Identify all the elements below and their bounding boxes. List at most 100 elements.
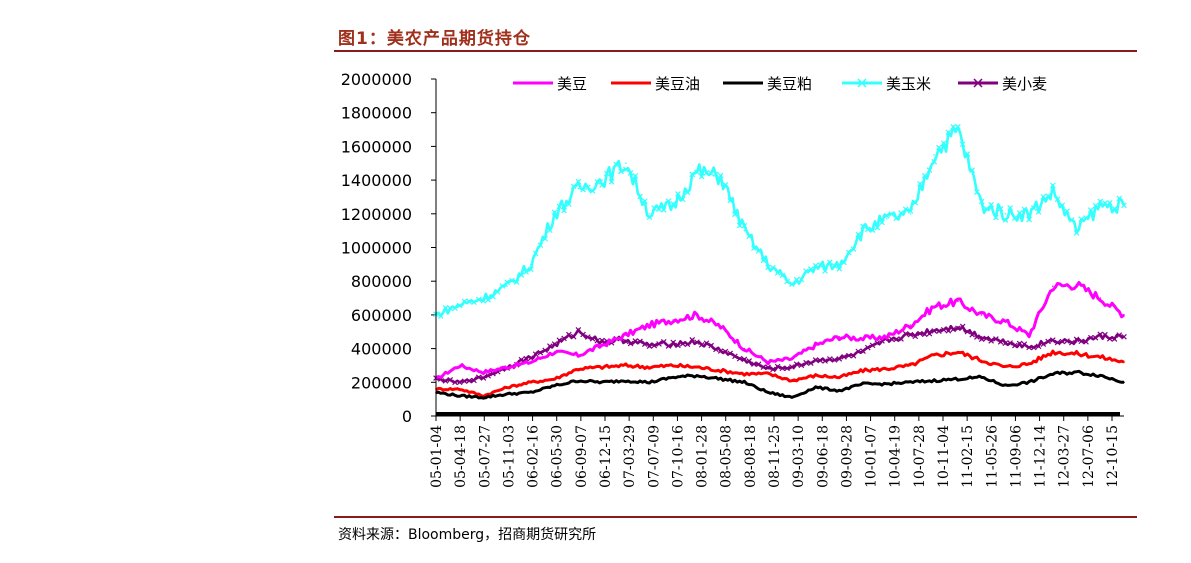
series-marker xyxy=(703,170,710,176)
data-point xyxy=(530,356,532,358)
series-marker xyxy=(679,196,686,203)
x-tick-label: 05-07-27 xyxy=(477,425,493,488)
data-point xyxy=(672,204,675,207)
data-point xyxy=(885,339,888,341)
data-point xyxy=(648,324,651,326)
series-美豆粕 xyxy=(435,369,1125,400)
series-marker xyxy=(969,167,975,173)
series-marker xyxy=(585,334,591,340)
series-marker xyxy=(983,335,990,342)
series-美豆 xyxy=(435,281,1125,380)
data-point xyxy=(791,283,793,286)
series-marker xyxy=(1031,344,1037,351)
data-point xyxy=(885,218,888,220)
x-tick-label: 11-12-14 xyxy=(1033,425,1049,488)
series-line xyxy=(435,349,1125,399)
series-marker xyxy=(779,365,786,372)
series-marker xyxy=(793,276,800,283)
data-point xyxy=(933,379,936,382)
series-line xyxy=(435,125,1126,318)
data-point xyxy=(957,128,959,131)
series-marker xyxy=(1106,199,1113,206)
series-marker xyxy=(864,226,871,233)
data-point xyxy=(1028,362,1030,365)
series-marker xyxy=(456,302,463,309)
series-marker xyxy=(675,342,681,349)
series-marker xyxy=(1040,341,1047,347)
series-marker xyxy=(836,265,843,272)
series-marker xyxy=(537,242,544,249)
series-marker xyxy=(959,323,966,330)
data-point xyxy=(1075,283,1078,286)
series-marker xyxy=(485,296,492,303)
data-point xyxy=(696,341,698,343)
series-marker xyxy=(551,209,558,216)
series-marker xyxy=(1012,215,1018,221)
series-marker xyxy=(874,340,881,346)
x-tick-label: 12-07-06 xyxy=(1081,425,1097,488)
data-point xyxy=(767,373,769,375)
series-marker xyxy=(1068,217,1075,223)
data-point xyxy=(743,229,746,232)
series-marker xyxy=(784,278,790,285)
data-point xyxy=(791,379,793,382)
series-marker xyxy=(732,353,738,360)
series-美玉米 xyxy=(433,124,1127,319)
series-marker xyxy=(803,359,809,366)
series-marker xyxy=(774,270,781,276)
data-point xyxy=(1028,346,1030,348)
series-marker xyxy=(1031,205,1037,211)
series-marker xyxy=(537,349,544,356)
series-marker xyxy=(926,167,933,173)
y-tick-label: 1600000 xyxy=(341,137,412,156)
series-marker xyxy=(437,313,444,319)
series-marker xyxy=(656,341,662,347)
series-marker xyxy=(641,341,648,348)
data-point xyxy=(482,376,485,379)
series-marker xyxy=(627,340,634,347)
series-marker xyxy=(1045,338,1051,345)
series-marker xyxy=(931,158,938,165)
data-point xyxy=(553,384,556,387)
series-marker xyxy=(475,296,482,303)
data-point xyxy=(767,391,769,394)
series-marker xyxy=(974,189,980,195)
data-point xyxy=(791,357,793,360)
series-marker xyxy=(845,249,852,256)
series-marker xyxy=(1035,209,1042,215)
data-point xyxy=(980,376,983,379)
series-marker xyxy=(741,356,748,363)
series-marker xyxy=(637,193,643,200)
series-marker xyxy=(760,257,767,264)
legend-label: 美豆 xyxy=(557,75,587,93)
series-marker xyxy=(860,348,866,354)
series-marker xyxy=(566,201,572,207)
series-marker xyxy=(1083,215,1089,221)
data-point xyxy=(696,314,698,316)
series-marker xyxy=(845,352,852,359)
y-tick-label: 1400000 xyxy=(341,171,412,190)
data-point xyxy=(577,368,580,370)
series-marker xyxy=(1054,196,1061,203)
series-marker xyxy=(917,330,923,337)
data-point xyxy=(458,364,461,367)
data-point xyxy=(553,351,556,353)
series-marker xyxy=(879,219,885,226)
series-marker xyxy=(580,331,586,338)
series-marker xyxy=(841,259,847,266)
series-marker xyxy=(765,364,771,371)
x-tick-label: 08-05-08 xyxy=(719,425,735,488)
x-tick-label: 06-05-30 xyxy=(550,425,566,488)
series-marker xyxy=(689,171,696,178)
series-marker xyxy=(589,188,596,194)
series-marker xyxy=(632,173,639,179)
series-marker xyxy=(566,331,572,338)
series-marker xyxy=(622,166,629,173)
series-marker xyxy=(822,268,828,274)
data-point xyxy=(1123,204,1125,207)
series-marker xyxy=(632,338,639,344)
series-marker xyxy=(779,272,786,279)
series-marker xyxy=(1007,205,1013,211)
series-marker xyxy=(888,336,895,342)
series-marker xyxy=(893,215,900,222)
